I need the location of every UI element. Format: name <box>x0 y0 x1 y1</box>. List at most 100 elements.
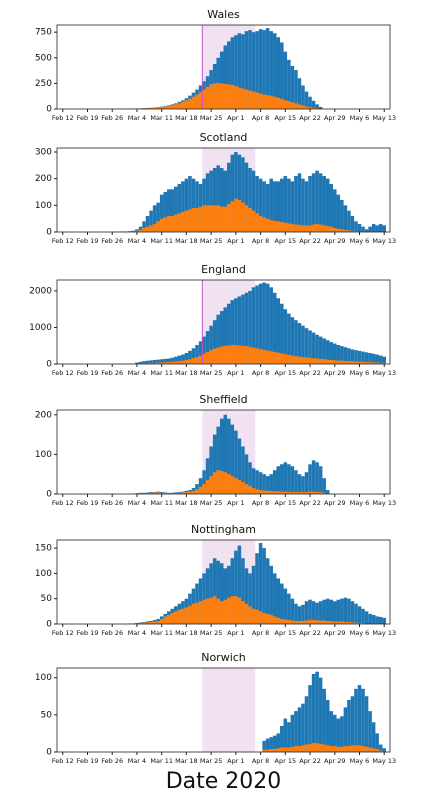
bar <box>163 217 167 232</box>
bar <box>224 84 228 109</box>
bar <box>160 619 164 624</box>
x-tick-label: May 6 <box>350 114 370 122</box>
bar <box>351 601 355 624</box>
bar <box>192 604 196 624</box>
bar <box>262 95 266 109</box>
x-tick-label: Apr 1 <box>227 237 244 245</box>
bar <box>284 589 288 624</box>
bar <box>178 610 182 624</box>
bar <box>315 359 319 364</box>
bar <box>255 489 259 494</box>
bar <box>188 359 192 364</box>
bar <box>287 355 291 364</box>
bar <box>372 722 376 752</box>
bar <box>382 225 386 232</box>
bar <box>329 360 333 364</box>
bar <box>259 611 263 624</box>
bar <box>220 207 224 232</box>
x-tick-label: Mar 25 <box>200 757 223 765</box>
x-tick-label: Mar 25 <box>200 114 223 122</box>
bar <box>291 102 295 109</box>
bar <box>273 491 277 494</box>
bar <box>312 173 316 232</box>
x-tick-label: Apr 22 <box>299 369 321 377</box>
bar <box>266 219 270 232</box>
bar <box>358 745 362 752</box>
bar <box>213 83 217 109</box>
bar <box>344 746 348 752</box>
bar <box>231 85 235 109</box>
bar <box>344 598 348 624</box>
x-tick-label: Mar 11 <box>150 237 173 245</box>
bar <box>259 490 263 494</box>
bar <box>326 599 330 624</box>
x-tick-label: Feb 12 <box>52 757 74 765</box>
x-tick-label: Mar 18 <box>175 629 198 637</box>
bar <box>298 357 302 364</box>
bar <box>188 99 192 109</box>
bar <box>305 696 309 752</box>
bar <box>368 748 372 752</box>
bar <box>344 361 348 364</box>
bar <box>199 487 203 494</box>
bar <box>245 90 249 109</box>
bar <box>273 749 277 752</box>
bar <box>326 700 330 752</box>
bar <box>234 199 238 232</box>
bar <box>245 484 249 494</box>
bar <box>167 106 171 109</box>
bar <box>315 743 319 752</box>
y-tick-label: 300 <box>35 148 52 158</box>
bar <box>185 607 189 624</box>
x-tick-label: Apr 29 <box>324 237 346 245</box>
bar <box>284 462 288 494</box>
x-tick-label: Apr 29 <box>324 499 346 507</box>
x-tick-label: Mar 11 <box>150 757 173 765</box>
bar <box>216 83 220 109</box>
bar <box>213 472 217 494</box>
bar <box>358 224 362 232</box>
bar <box>347 746 351 752</box>
bar <box>287 223 291 232</box>
bar <box>216 599 220 624</box>
bar <box>220 83 224 109</box>
bar <box>262 548 266 624</box>
x-tick-label: Mar 25 <box>200 499 223 507</box>
bar <box>312 358 316 364</box>
y-tick-label: 100 <box>35 201 52 211</box>
x-tick-label: May 13 <box>372 757 396 765</box>
x-tick-label: Mar 11 <box>150 499 173 507</box>
bar <box>308 358 312 364</box>
bar <box>234 596 238 624</box>
y-tick-label: 0 <box>46 228 52 238</box>
bar <box>340 361 344 364</box>
x-tick-label: Apr 8 <box>252 499 269 507</box>
bar <box>160 219 164 232</box>
bar <box>354 689 358 752</box>
bar <box>224 600 228 624</box>
bar <box>351 745 355 752</box>
bar <box>241 346 245 364</box>
bar <box>354 221 358 232</box>
bar <box>308 685 312 752</box>
bar <box>305 357 309 364</box>
bar <box>195 489 199 494</box>
bar <box>312 620 316 624</box>
x-tick-label: Mar 4 <box>128 499 146 507</box>
x-tick-label: Apr 29 <box>324 757 346 765</box>
bar <box>294 103 298 109</box>
bar <box>273 352 277 364</box>
bar <box>308 176 312 232</box>
bar <box>178 213 182 232</box>
x-tick-label: Apr 15 <box>275 499 297 507</box>
bar <box>326 226 330 232</box>
y-tick-label: 0 <box>46 748 52 758</box>
bar <box>252 211 256 232</box>
x-tick-label: Feb 19 <box>77 629 99 637</box>
bar <box>269 615 273 624</box>
bar <box>276 466 280 494</box>
bar <box>298 474 302 494</box>
bar <box>358 606 362 624</box>
bar <box>333 601 337 624</box>
bar <box>358 685 362 752</box>
